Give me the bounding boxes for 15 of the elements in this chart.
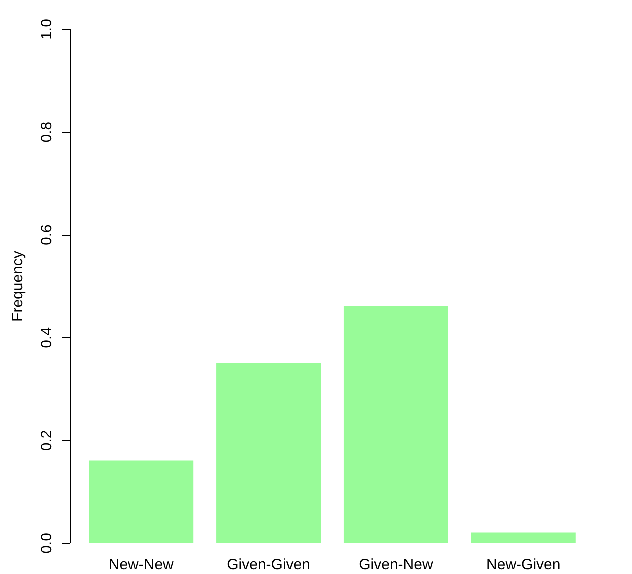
- bar: [216, 363, 322, 543]
- y-axis-title: Frequency: [10, 250, 26, 322]
- bar: [344, 306, 448, 543]
- y-tick-label: 0.0: [38, 533, 56, 554]
- y-tick-label: 0.8: [38, 122, 56, 143]
- x-tick-label: Given-Given: [227, 556, 310, 574]
- y-tick-label: 1.0: [38, 19, 56, 40]
- x-tick-label: Given-New: [359, 556, 434, 574]
- y-tick-label: 0.4: [38, 327, 56, 348]
- x-tick-label: New-Given: [486, 556, 561, 574]
- y-tick-label: 0.6: [38, 224, 56, 246]
- bar: [471, 532, 576, 543]
- x-tick-label: New-New: [108, 556, 174, 574]
- y-tick-label: 0.2: [38, 430, 56, 452]
- bar: [89, 460, 194, 543]
